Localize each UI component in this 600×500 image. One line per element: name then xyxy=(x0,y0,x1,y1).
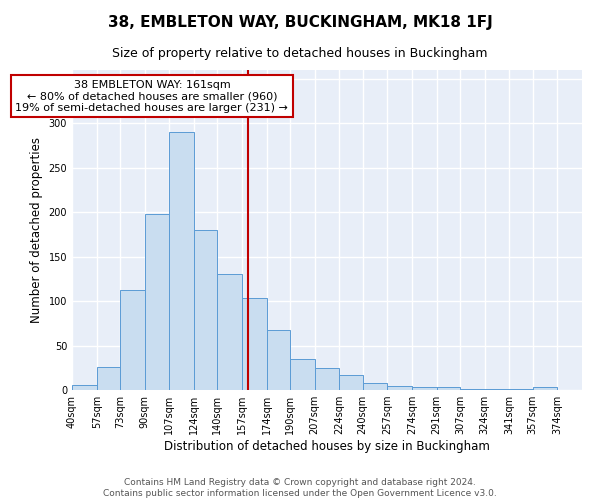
Text: 38 EMBLETON WAY: 161sqm
← 80% of detached houses are smaller (960)
19% of semi-d: 38 EMBLETON WAY: 161sqm ← 80% of detache… xyxy=(16,80,289,113)
Bar xyxy=(290,359,314,390)
Bar xyxy=(267,330,290,390)
Bar xyxy=(145,214,169,390)
Bar xyxy=(314,368,340,390)
Bar xyxy=(437,388,460,390)
Bar xyxy=(387,386,412,390)
Text: 38, EMBLETON WAY, BUCKINGHAM, MK18 1FJ: 38, EMBLETON WAY, BUCKINGHAM, MK18 1FJ xyxy=(107,15,493,30)
Text: Size of property relative to detached houses in Buckingham: Size of property relative to detached ho… xyxy=(112,48,488,60)
Bar xyxy=(509,389,533,390)
Bar xyxy=(340,375,362,390)
Bar xyxy=(120,290,145,390)
Bar xyxy=(242,298,267,390)
Bar xyxy=(485,389,509,390)
Bar xyxy=(412,388,437,390)
Bar xyxy=(72,384,97,390)
Bar xyxy=(97,367,120,390)
Bar xyxy=(169,132,194,390)
Bar xyxy=(460,389,485,390)
Text: Contains HM Land Registry data © Crown copyright and database right 2024.
Contai: Contains HM Land Registry data © Crown c… xyxy=(103,478,497,498)
Bar xyxy=(533,388,557,390)
Bar xyxy=(362,383,387,390)
Y-axis label: Number of detached properties: Number of detached properties xyxy=(30,137,43,323)
Bar xyxy=(194,230,217,390)
X-axis label: Distribution of detached houses by size in Buckingham: Distribution of detached houses by size … xyxy=(164,440,490,453)
Bar xyxy=(217,274,242,390)
